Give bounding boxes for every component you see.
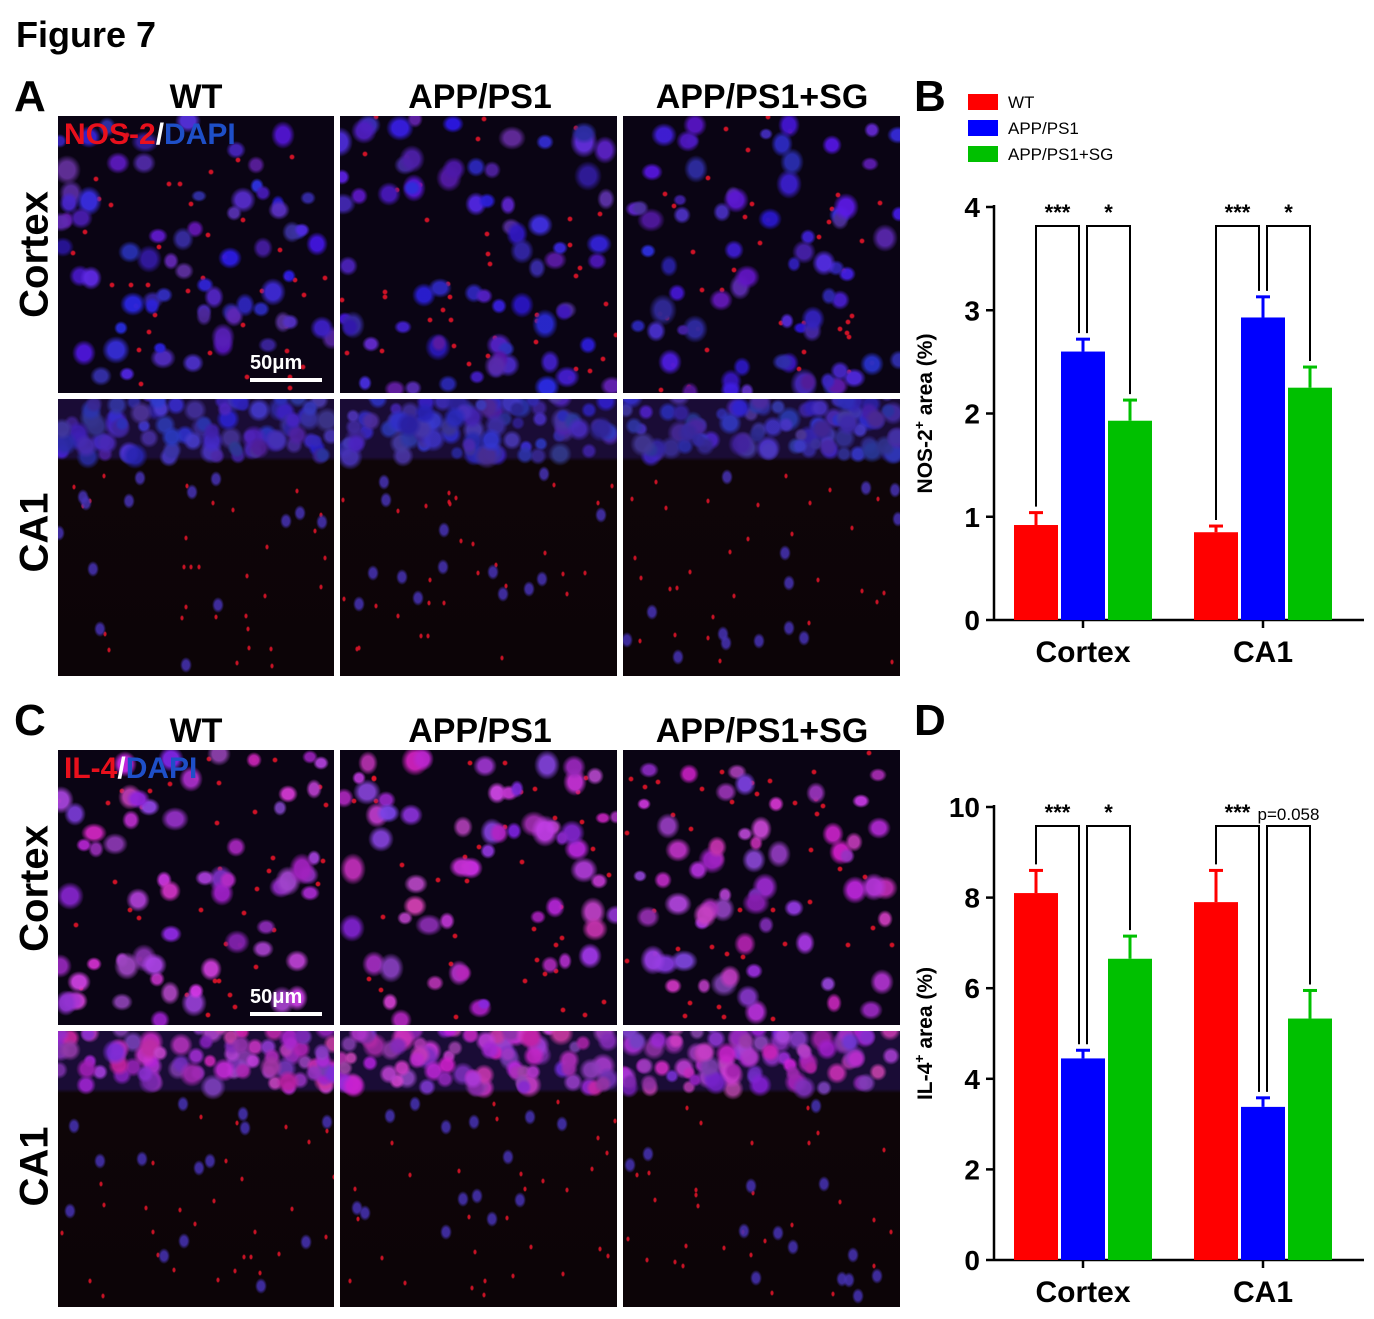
micrograph-c-wt-cortex: IL-4/DAPI 50μm xyxy=(58,750,334,1025)
significance-bracket xyxy=(1035,825,1080,1045)
bar xyxy=(1288,1018,1332,1260)
panel-letter-c: C xyxy=(14,696,46,745)
column-header-app-ps1: APP/PS1 xyxy=(408,78,552,116)
significance-label: *** xyxy=(1045,800,1071,825)
y-tick-label: 0 xyxy=(964,605,980,636)
legend-label: APP/PS1+SG xyxy=(1008,145,1113,164)
micrograph-a-app-ps1-cortex xyxy=(340,116,617,393)
bar xyxy=(1241,1106,1285,1260)
panel-letter-d: D xyxy=(914,696,946,745)
figure-title: Figure 7 xyxy=(16,14,157,55)
micrograph-c-app-ps1-sg-cortex xyxy=(623,750,900,1025)
significance-label: *** xyxy=(1045,200,1071,225)
significance-label: * xyxy=(1104,800,1113,825)
y-tick-label: 6 xyxy=(964,973,980,1004)
y-tick-label: 2 xyxy=(964,1154,980,1185)
y-tick-label: 3 xyxy=(964,295,980,326)
significance-label: *** xyxy=(1225,800,1251,825)
bar-chart-nos2: WT APP/PS1 APP/PS1+SG 0 1 2 3 4 NOS-2+ area (%) C… xyxy=(911,93,1364,669)
significance-bracket xyxy=(1266,825,1311,1092)
y-tick-label: 4 xyxy=(964,192,980,223)
micrograph-a-app-ps1-sg-cortex xyxy=(623,116,900,393)
column-header-app-ps1-sg: APP/PS1+SG xyxy=(655,712,869,750)
significance-bracket xyxy=(1035,225,1080,507)
y-tick-label: 8 xyxy=(964,883,980,914)
micrograph-c-app-ps1-cortex xyxy=(340,750,617,1025)
bar xyxy=(1194,532,1238,620)
y-tick-label: 1 xyxy=(964,502,980,533)
scale-bar-label: 50μm xyxy=(250,352,303,374)
y-axis-label: IL-4+ area (%) xyxy=(911,967,937,1100)
bar xyxy=(1061,1058,1105,1260)
x-tick-label: Cortex xyxy=(1035,636,1130,669)
scale-bar xyxy=(250,1012,322,1016)
significance-bracket xyxy=(1266,225,1311,362)
y-tick-label: 2 xyxy=(964,399,980,430)
y-tick-label: 4 xyxy=(964,1064,980,1095)
row-label-ca1: CA1 xyxy=(12,492,57,573)
significance-label: * xyxy=(1284,200,1293,225)
row-label-cortex: Cortex xyxy=(12,825,57,952)
y-axis-label: NOS-2+ area (%) xyxy=(911,334,937,494)
row-label-cortex: Cortex xyxy=(12,191,57,318)
significance-bracket xyxy=(1215,825,1260,1092)
column-header-app-ps1: APP/PS1 xyxy=(408,712,552,750)
legend-swatch xyxy=(968,94,998,110)
column-header-wt: WT xyxy=(169,78,223,116)
significance-bracket xyxy=(1086,825,1131,1045)
scale-bar xyxy=(250,378,322,382)
micrograph-c-wt-ca1 xyxy=(58,1031,334,1307)
scale-bar-label: 50μm xyxy=(250,986,303,1008)
legend-label: WT xyxy=(1008,93,1034,112)
row-label-ca1: CA1 xyxy=(12,1126,57,1207)
micrograph-c-app-ps1-ca1 xyxy=(340,1031,617,1307)
micrograph-a-app-ps1-sg-ca1 xyxy=(623,399,900,676)
y-tick-label: 0 xyxy=(964,1245,980,1276)
x-tick-label: Cortex xyxy=(1035,1276,1130,1309)
significance-label: * xyxy=(1104,200,1113,225)
micrograph-c-app-ps1-sg-ca1 xyxy=(623,1031,900,1307)
bar xyxy=(1014,893,1058,1260)
micrograph-a-wt-ca1 xyxy=(58,399,334,676)
legend-swatch xyxy=(968,120,998,136)
micrograph-a-app-ps1-ca1 xyxy=(340,399,617,676)
panel-letter-a: A xyxy=(14,72,46,121)
bar xyxy=(1241,317,1285,620)
micrograph-a-wt-cortex: NOS-2/DAPI 50μm xyxy=(58,116,334,393)
bar xyxy=(1014,525,1058,620)
bar xyxy=(1108,420,1152,620)
significance-bracket xyxy=(1215,225,1260,521)
significance-bracket xyxy=(1086,225,1131,395)
column-header-wt: WT xyxy=(169,712,223,750)
significance-label: p=0.058 xyxy=(1258,805,1320,824)
legend-swatch xyxy=(968,146,998,162)
legend-label: APP/PS1 xyxy=(1008,119,1079,138)
x-tick-label: CA1 xyxy=(1233,636,1293,669)
bar xyxy=(1288,387,1332,620)
x-tick-label: CA1 xyxy=(1233,1276,1293,1309)
bar xyxy=(1061,351,1105,620)
panel-letter-b: B xyxy=(914,72,946,121)
column-header-app-ps1-sg: APP/PS1+SG xyxy=(655,78,869,116)
y-tick-label: 10 xyxy=(949,792,980,823)
bar xyxy=(1108,958,1152,1260)
stain-legend: IL-4/DAPI xyxy=(64,752,198,785)
stain-legend: NOS-2/DAPI xyxy=(64,118,236,151)
bar xyxy=(1194,902,1238,1260)
significance-label: *** xyxy=(1225,200,1251,225)
